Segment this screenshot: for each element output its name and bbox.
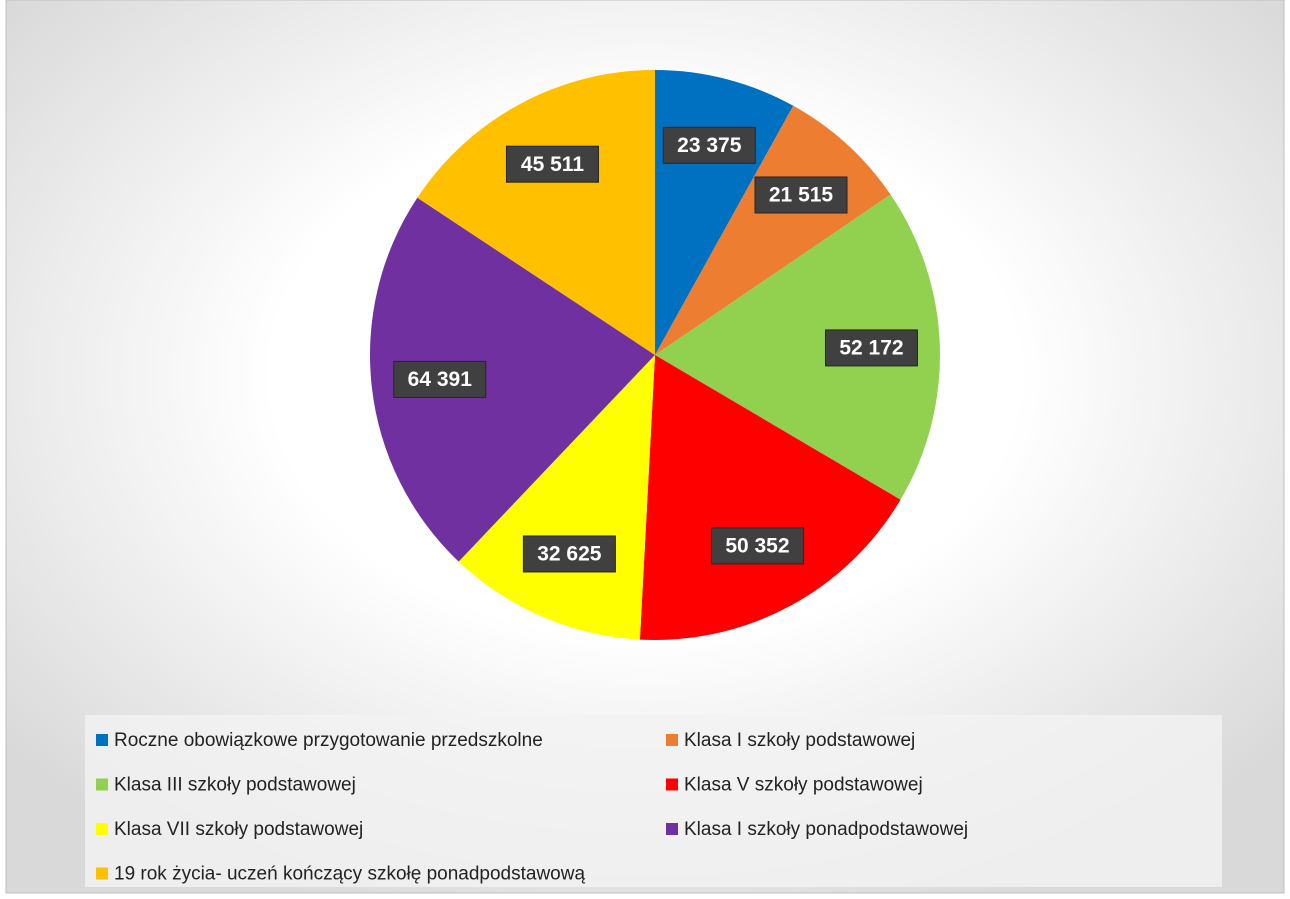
value-label: 64 391 xyxy=(408,368,473,391)
value-label-box xyxy=(710,527,804,565)
legend-label: Klasa V szkoły podstawowej xyxy=(684,775,923,796)
value-label-box xyxy=(393,360,487,398)
pie-slice xyxy=(639,355,901,640)
value-label: 32 625 xyxy=(537,543,602,566)
value-label: 50 352 xyxy=(725,534,789,557)
pie-slice xyxy=(655,194,940,500)
pie-slice xyxy=(370,197,655,562)
legend-swatch xyxy=(666,823,678,835)
value-label-box xyxy=(505,145,599,183)
legend-label: Klasa VII szkoły podstawowej xyxy=(114,819,363,840)
value-label: 21 515 xyxy=(769,184,834,207)
legend-label: Klasa III szkoły podstawowej xyxy=(114,775,356,796)
legend-swatch xyxy=(96,734,108,746)
value-label: 52 172 xyxy=(839,336,903,359)
legend-box xyxy=(85,715,1222,887)
value-label-box xyxy=(662,126,756,164)
pie-slice xyxy=(655,105,891,356)
legend-label: Klasa I szkoły ponadpodstawowej xyxy=(684,819,968,840)
legend-swatch xyxy=(666,734,678,746)
legend-label: 19 rok życia- uczeń kończący szkołę pona… xyxy=(114,864,585,885)
legend-label: Roczne obowiązkowe przygotowanie przedsz… xyxy=(114,730,543,751)
legend-swatch xyxy=(96,778,108,791)
value-label: 23 375 xyxy=(677,134,742,157)
legend-swatch xyxy=(96,867,108,880)
legend-swatch xyxy=(666,778,678,791)
legend-swatch xyxy=(96,823,108,835)
value-label: 45 511 xyxy=(521,153,584,176)
value-label-box xyxy=(522,535,616,573)
pie-slice xyxy=(417,70,655,355)
value-label-box xyxy=(754,176,848,214)
value-label-box xyxy=(824,329,918,367)
legend-label: Klasa I szkoły podstawowej xyxy=(684,730,915,751)
